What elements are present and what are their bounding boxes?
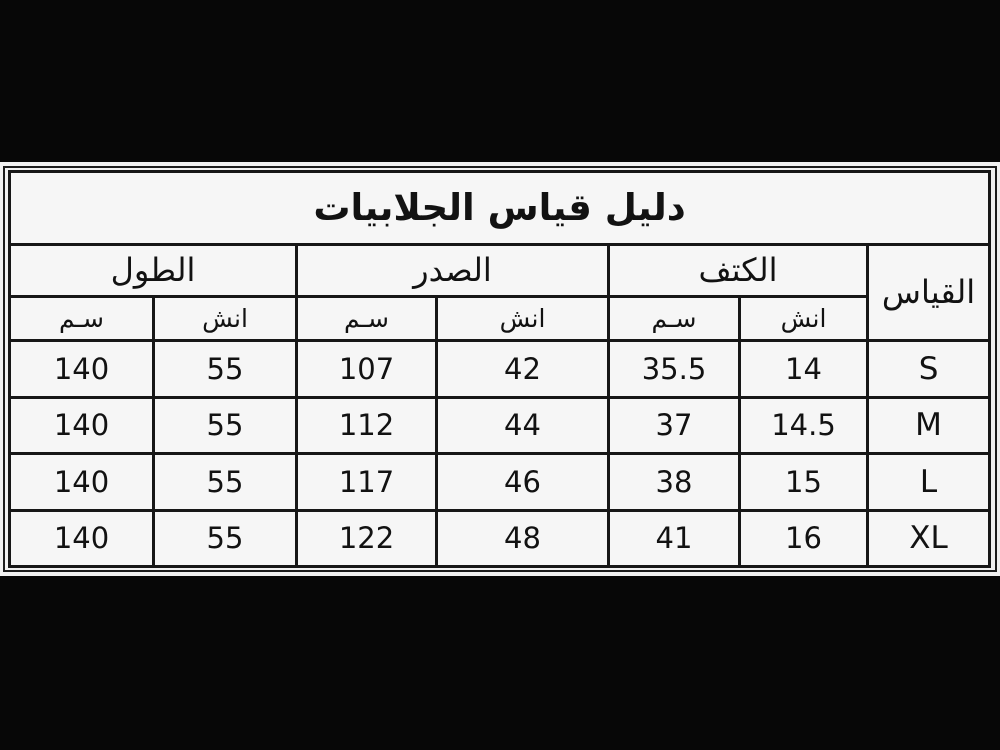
size-label-cell: XL — [865, 508, 992, 569]
length-inch-header: انش — [152, 294, 298, 343]
table-title: دليل قياس الجلابيات — [7, 170, 992, 246]
chest-cm-cell: 122 — [295, 508, 438, 569]
length-cm-cell: 140 — [8, 339, 155, 399]
length-cm-cell: 140 — [8, 508, 155, 569]
chest-inch-cell: 44 — [435, 395, 610, 456]
bottom-letterbox-bar — [0, 576, 1000, 750]
length-inch-cell: 55 — [152, 508, 298, 569]
length-inch-cell: 55 — [152, 339, 298, 399]
group-header-chest: الصدر — [295, 242, 610, 298]
shoulder-cm-cell: 38 — [607, 452, 741, 512]
table-row-m: 140 55 112 44 37 14.5 M — [8, 395, 992, 456]
shoulder-cm-cell: 37 — [607, 395, 741, 456]
table-row-s: 140 55 107 42 35.5 14 S — [8, 339, 992, 399]
table-row-xl: 140 55 122 48 41 16 XL — [8, 508, 992, 569]
unit-header-row: سـم انش سـم انش سـم انش — [8, 294, 990, 343]
shoulder-cm-cell: 35.5 — [607, 339, 741, 399]
top-letterbox-bar — [0, 0, 1000, 162]
shoulder-cm-header: سـم — [607, 294, 741, 343]
shoulder-inch-cell: 14.5 — [738, 395, 869, 456]
size-column-header: القياس — [865, 242, 992, 343]
chest-inch-cell: 46 — [435, 452, 610, 512]
length-cm-cell: 140 — [8, 395, 155, 456]
size-label-cell: S — [865, 339, 992, 399]
title-row: دليل قياس الجلابيات — [7, 170, 992, 246]
chest-cm-cell: 112 — [295, 395, 438, 456]
group-header-shoulder: الكتف — [607, 242, 869, 298]
length-inch-cell: 55 — [152, 452, 298, 512]
table-row-l: 140 55 117 46 38 15 L — [8, 452, 992, 512]
chest-cm-header: سـم — [295, 294, 438, 343]
chest-cm-cell: 107 — [295, 339, 438, 399]
group-header-length: الطول — [8, 242, 298, 298]
length-inch-cell: 55 — [152, 395, 298, 456]
shoulder-cm-cell: 41 — [607, 508, 741, 569]
chest-inch-cell: 48 — [435, 508, 610, 569]
shoulder-inch-cell: 14 — [738, 339, 869, 399]
length-cm-header: سـم — [8, 294, 155, 343]
chest-inch-header: انش — [435, 294, 610, 343]
shoulder-inch-header: انش — [738, 294, 869, 343]
group-header-row: الطول الصدر الكتف القياس — [8, 242, 992, 343]
size-chart-panel: دليل قياس الجلابيات الطول الصدر الكتف ال… — [0, 162, 1000, 576]
chest-inch-cell: 42 — [435, 339, 610, 399]
size-label-cell: M — [865, 395, 992, 456]
shoulder-inch-cell: 16 — [738, 508, 869, 569]
size-label-cell: L — [865, 452, 992, 512]
chest-cm-cell: 117 — [295, 452, 438, 512]
size-guide-table: دليل قياس الجلابيات الطول الصدر الكتف ال… — [7, 170, 992, 569]
shoulder-inch-cell: 15 — [738, 452, 869, 512]
length-cm-cell: 140 — [8, 452, 155, 512]
